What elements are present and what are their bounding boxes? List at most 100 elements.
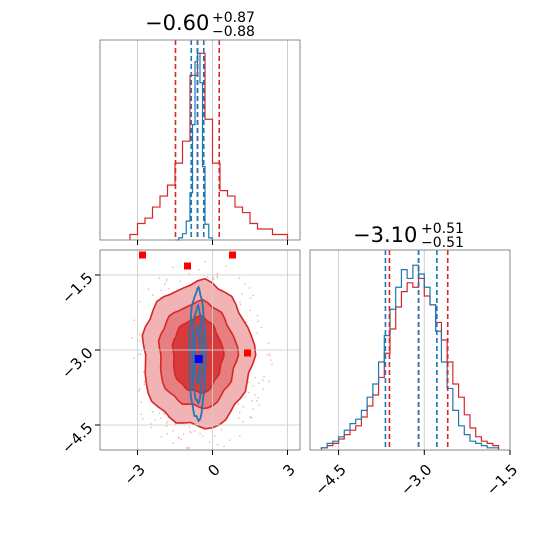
scatter-point — [137, 353, 140, 356]
right-xtick-label-1: −3.0 — [397, 461, 435, 499]
panel-titles: −0.60 +0.87 −0.88 −3.10 +0.51 −0.51 — [145, 10, 464, 251]
scatter-point — [142, 417, 144, 420]
scatter-point — [188, 273, 190, 275]
red-contour-inner — [171, 314, 225, 395]
mid-ytick-label-1: −3.0 — [58, 344, 96, 382]
scatter-point — [213, 435, 216, 437]
scatter-point — [160, 289, 163, 291]
mid-ytick-label-0: −1.5 — [58, 269, 96, 307]
scatter-point — [138, 340, 141, 342]
scatter-point — [251, 399, 253, 402]
scatter-point — [257, 320, 259, 323]
scatter-point — [168, 287, 170, 290]
mid-xtick-label-1: 0 — [204, 461, 223, 480]
scatter-point — [262, 388, 265, 390]
scatter-point — [166, 420, 169, 423]
top-hist-blue — [175, 52, 214, 241]
scatter-point — [263, 375, 265, 378]
scatter-point — [165, 425, 168, 427]
scatter-point — [172, 430, 175, 432]
scatter-point — [138, 333, 141, 336]
scatter-point — [257, 396, 259, 399]
scatter-point — [194, 430, 196, 432]
scatter-point — [152, 294, 154, 296]
scatter-point — [198, 268, 200, 271]
scatter-point — [248, 391, 250, 394]
scatter-point — [154, 419, 157, 421]
scatter-point — [150, 423, 152, 425]
scatter-point — [133, 357, 135, 360]
scatter-point — [140, 413, 142, 415]
scatter-point — [267, 342, 270, 345]
scatter-point — [223, 445, 225, 447]
panel-right-histogram: −4.5 −3.0 −1.5 — [309, 249, 521, 499]
scatter-point — [185, 447, 188, 449]
scatter-point — [158, 412, 161, 414]
scatter-point — [252, 408, 254, 410]
scatter-point — [199, 432, 201, 435]
marker-4 — [229, 251, 236, 259]
scatter-point — [130, 337, 133, 339]
scatter-point — [164, 283, 166, 285]
scatter-point — [172, 266, 174, 269]
marker-3 — [139, 251, 146, 259]
scatter-point — [252, 294, 254, 297]
scatter-point — [174, 423, 177, 425]
scatter-point — [202, 435, 204, 437]
scatter-point — [247, 381, 250, 383]
scatter-point — [249, 297, 252, 299]
scatter-point — [250, 416, 253, 419]
scatter-point — [143, 380, 146, 383]
scatter-point — [208, 441, 211, 443]
scatter-point — [138, 390, 140, 392]
scatter-point — [216, 443, 219, 446]
scatter-point — [256, 314, 259, 317]
scatter-point — [238, 417, 240, 419]
scatter-point — [182, 433, 185, 435]
scatter-point — [140, 401, 143, 403]
scatter-point — [162, 412, 165, 414]
scatter-point — [269, 354, 271, 357]
scatter-point — [188, 447, 190, 449]
scatter-point — [187, 447, 189, 450]
scatter-point — [244, 396, 246, 398]
scatter-point — [225, 265, 227, 268]
blue-contour-middle — [191, 303, 204, 405]
scatter-point — [160, 436, 163, 438]
panel-2d-contour: −3 0 3 −1.5 −3.0 −4.5 — [58, 249, 301, 489]
scatter-point — [212, 276, 215, 279]
marker-2 — [244, 349, 251, 357]
scatter-point — [177, 436, 180, 438]
scatter-point — [189, 430, 191, 433]
marker-0 — [194, 355, 203, 363]
scatter-point — [239, 301, 241, 303]
scatter-point — [150, 426, 153, 429]
scatter-point — [258, 404, 260, 406]
scatter-point — [163, 413, 166, 415]
scatter-point — [204, 260, 206, 263]
scatter-point — [220, 429, 222, 431]
scatter-point — [243, 283, 246, 285]
right-title-sub: −0.51 — [421, 235, 464, 251]
scatter-point — [216, 276, 219, 279]
scatter-point — [268, 353, 271, 355]
scatter-point — [143, 371, 145, 373]
scatter-point — [206, 276, 209, 278]
scatter-point — [167, 416, 170, 418]
scatter-point — [216, 272, 218, 275]
scatter-point — [147, 288, 150, 291]
right-xtick-label-0: −4.5 — [311, 461, 349, 499]
scatter-point — [133, 319, 135, 322]
right-frame — [309, 249, 511, 451]
scatter-point — [262, 379, 264, 382]
right-xtick-label-2: −1.5 — [483, 461, 521, 499]
scatter-point — [266, 354, 268, 356]
scatter-point — [271, 363, 273, 366]
scatter-point — [152, 410, 154, 413]
mid-xtick-label-0: −3 — [120, 461, 148, 489]
scatter-point — [189, 431, 192, 434]
scatter-point — [165, 280, 168, 282]
panel-top-histogram — [99, 39, 301, 245]
